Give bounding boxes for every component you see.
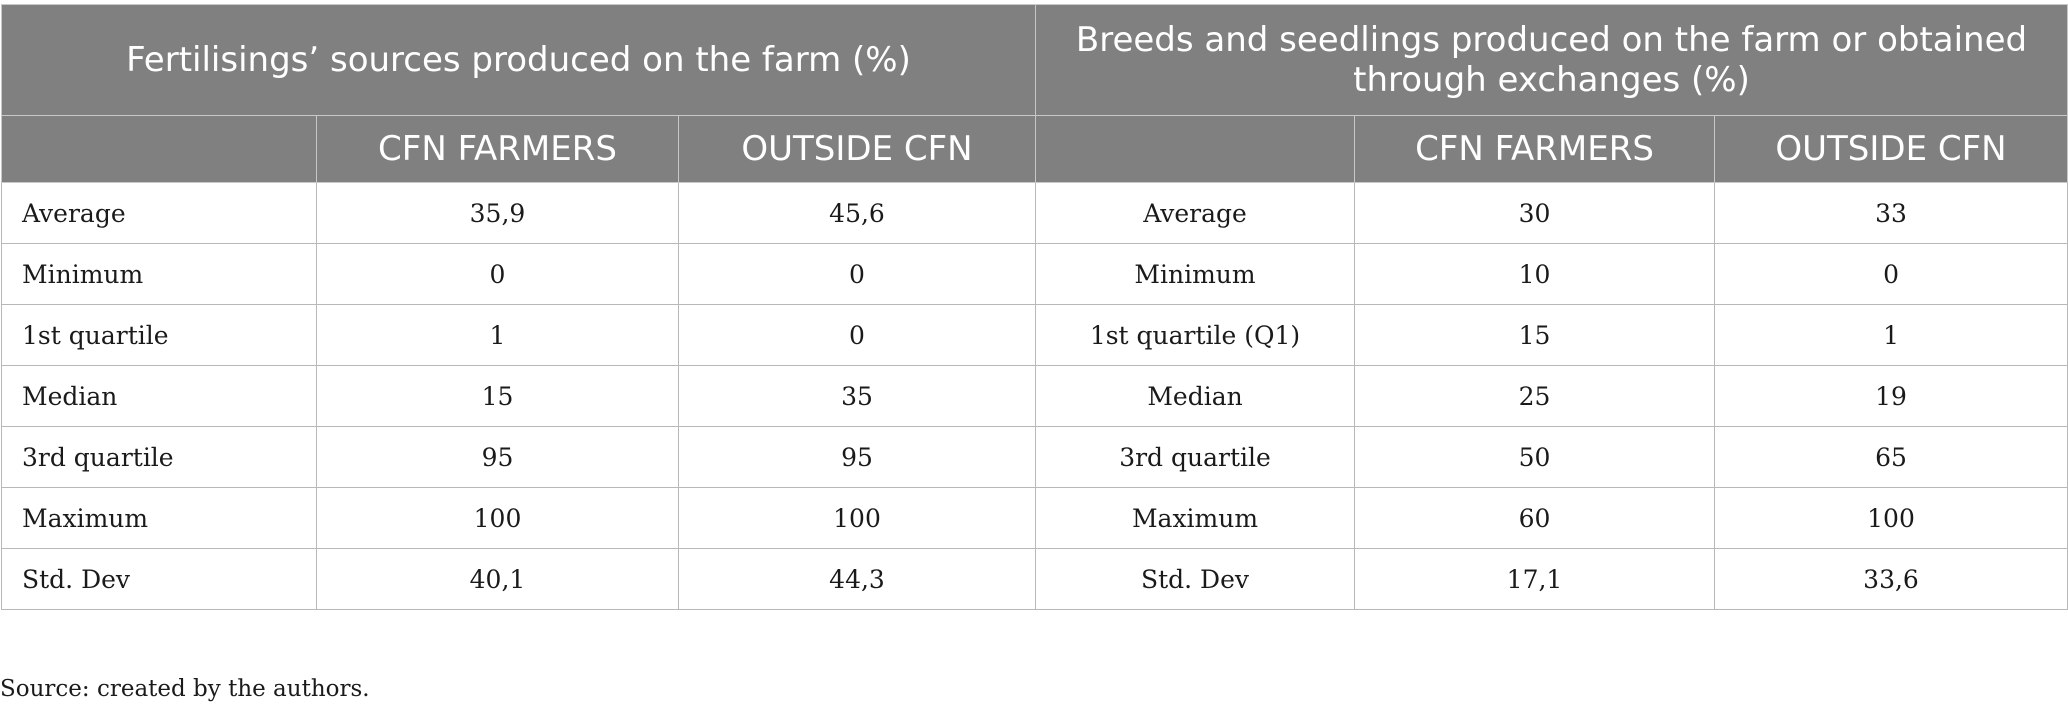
cell-left-cfn: 0 (316, 243, 679, 305)
row-label-right: Average (1035, 182, 1356, 244)
cell-right-outside: 100 (1714, 487, 2068, 549)
cell-right-outside: 0 (1714, 243, 2068, 305)
cell-right-outside: 33 (1714, 182, 2068, 244)
cell-left-outside: 0 (677, 304, 1037, 366)
cell-left-cfn: 15 (316, 365, 679, 427)
column-header-right-cfn-farmers: CFN FARMERS (1354, 115, 1716, 183)
column-header-left-outside-cfn: OUTSIDE CFN (677, 115, 1037, 183)
cell-right-outside: 19 (1714, 365, 2068, 427)
table-row: 1st quartile 1 0 1st quartile (Q1) 15 1 (1, 304, 2068, 366)
row-label-right: Median (1035, 365, 1356, 427)
cell-right-cfn: 30 (1354, 182, 1716, 244)
table-row: Minimum 0 0 Minimum 10 0 (1, 243, 2068, 305)
cell-right-cfn: 15 (1354, 304, 1716, 366)
cell-left-outside: 0 (677, 243, 1037, 305)
cell-right-outside: 65 (1714, 426, 2068, 488)
table-row: Median 15 35 Median 25 19 (1, 365, 2068, 427)
cell-left-cfn: 95 (316, 426, 679, 488)
cell-left-cfn: 100 (316, 487, 679, 549)
row-label-left: 3rd quartile (1, 426, 317, 488)
cell-left-cfn: 40,1 (316, 548, 679, 610)
cell-left-outside: 35 (677, 365, 1037, 427)
column-header-right-label (1035, 115, 1356, 183)
table-row: Std. Dev 40,1 44,3 Std. Dev 17,1 33,6 (1, 548, 2068, 610)
cell-right-outside: 1 (1714, 304, 2068, 366)
cell-left-cfn: 1 (316, 304, 679, 366)
group-header-fertilisings: Fertilisings’ sources produced on the fa… (0, 4, 1037, 116)
row-label-left: 1st quartile (1, 304, 317, 366)
cell-right-cfn: 17,1 (1354, 548, 1716, 610)
row-label-right: 1st quartile (Q1) (1035, 304, 1356, 366)
row-label-left: Std. Dev (1, 548, 317, 610)
cell-right-cfn: 10 (1354, 243, 1716, 305)
row-label-left: Minimum (1, 243, 317, 305)
row-label-right: Minimum (1035, 243, 1356, 305)
row-label-right: Maximum (1035, 487, 1356, 549)
statistics-table: Fertilisings’ sources produced on the fa… (0, 4, 2068, 610)
row-label-left: Average (1, 182, 317, 244)
row-label-right: 3rd quartile (1035, 426, 1356, 488)
column-header-right-outside-cfn: OUTSIDE CFN (1714, 115, 2068, 183)
row-label-left: Median (1, 365, 317, 427)
table-row: 3rd quartile 95 95 3rd quartile 50 65 (1, 426, 2068, 488)
table-row: Maximum 100 100 Maximum 60 100 (1, 487, 2068, 549)
cell-right-cfn: 25 (1354, 365, 1716, 427)
row-label-left: Maximum (1, 487, 317, 549)
cell-left-outside: 44,3 (677, 548, 1037, 610)
column-header-left-label (1, 115, 317, 183)
cell-right-cfn: 60 (1354, 487, 1716, 549)
column-header-row: CFN FARMERS OUTSIDE CFN CFN FARMERS OUTS… (1, 115, 2068, 183)
table-row: Average 35,9 45,6 Average 30 33 (1, 182, 2068, 244)
source-note: Source: created by the authors. (0, 676, 370, 702)
row-label-right: Std. Dev (1035, 548, 1356, 610)
cell-right-cfn: 50 (1354, 426, 1716, 488)
cell-left-outside: 95 (677, 426, 1037, 488)
group-header-breeds-seedlings: Breeds and seedlings produced on the far… (1035, 4, 2068, 116)
column-header-left-cfn-farmers: CFN FARMERS (316, 115, 679, 183)
cell-right-outside: 33,6 (1714, 548, 2068, 610)
group-header-row: Fertilisings’ sources produced on the fa… (0, 4, 2068, 116)
data-table-container: Fertilisings’ sources produced on the fa… (0, 4, 2068, 610)
cell-left-outside: 45,6 (677, 182, 1037, 244)
cell-left-outside: 100 (677, 487, 1037, 549)
cell-left-cfn: 35,9 (316, 182, 679, 244)
